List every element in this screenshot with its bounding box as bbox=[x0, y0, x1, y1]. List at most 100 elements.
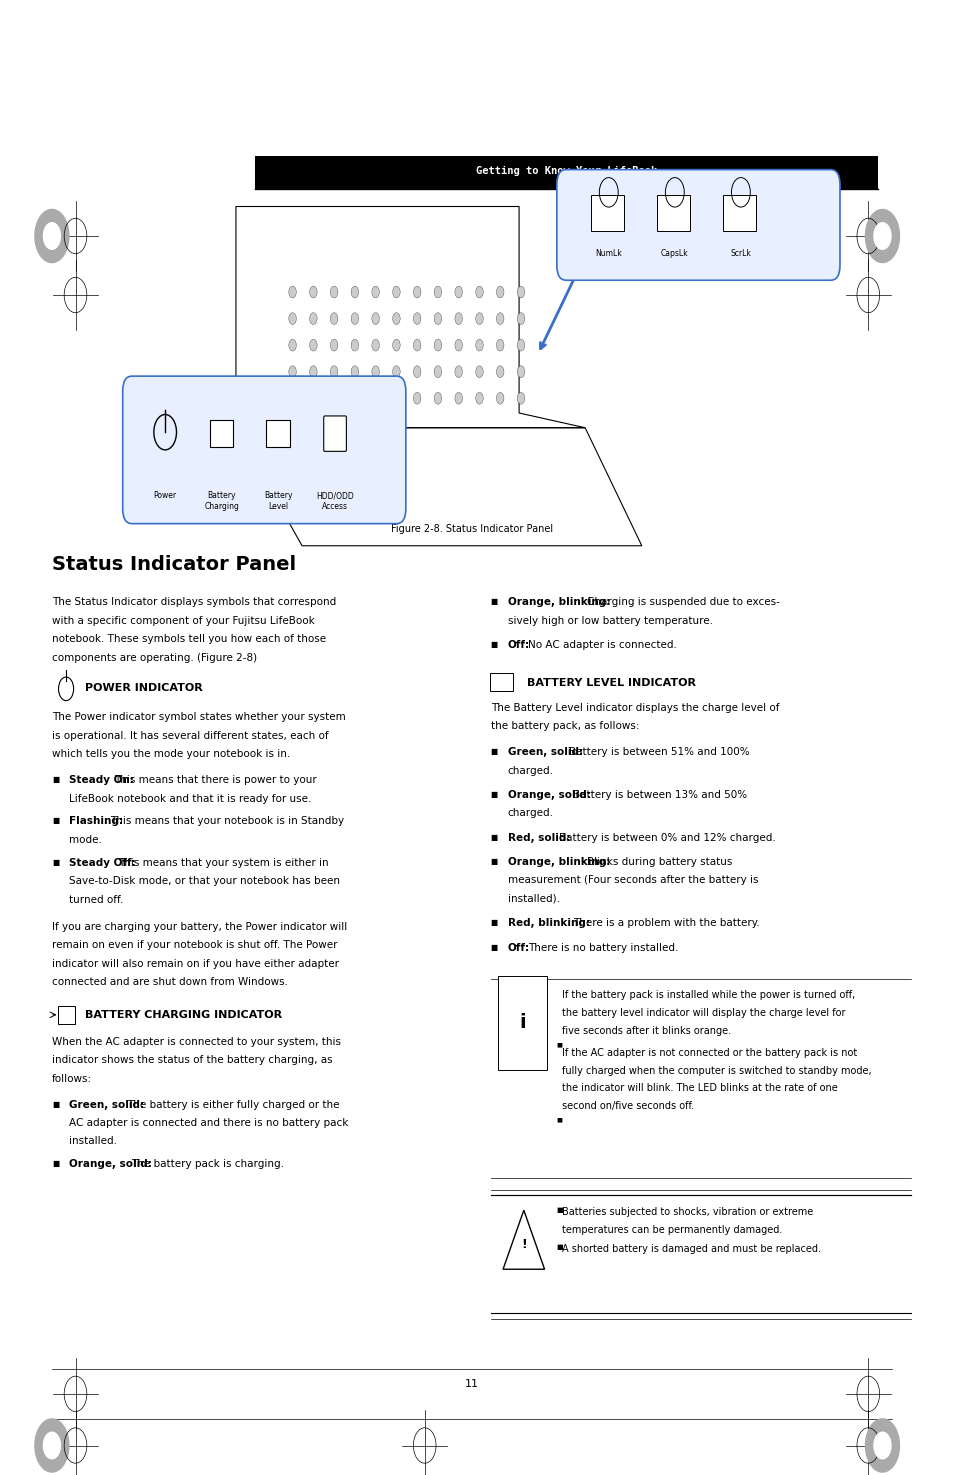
Text: BATTERY CHARGING INDICATOR: BATTERY CHARGING INDICATOR bbox=[85, 1010, 282, 1021]
Text: ■: ■ bbox=[490, 917, 497, 928]
Text: Off:: Off: bbox=[507, 640, 529, 650]
Circle shape bbox=[309, 339, 316, 351]
Text: No AC adapter is connected.: No AC adapter is connected. bbox=[527, 640, 676, 650]
Circle shape bbox=[289, 392, 296, 404]
Text: ScrLk: ScrLk bbox=[730, 249, 751, 258]
Circle shape bbox=[309, 392, 316, 404]
Circle shape bbox=[434, 339, 441, 351]
Circle shape bbox=[393, 366, 399, 378]
Text: follows:: follows: bbox=[51, 1074, 91, 1084]
Circle shape bbox=[517, 339, 524, 351]
Text: Battery is between 51% and 100%: Battery is between 51% and 100% bbox=[568, 746, 748, 757]
Text: sively high or low battery temperature.: sively high or low battery temperature. bbox=[507, 617, 712, 625]
Text: Charging is suspended due to exces-: Charging is suspended due to exces- bbox=[586, 597, 779, 608]
Text: Red, blinking:: Red, blinking: bbox=[507, 917, 589, 928]
Text: The Status Indicator displays symbols that correspond: The Status Indicator displays symbols th… bbox=[51, 597, 335, 608]
Text: There is no battery installed.: There is no battery installed. bbox=[527, 943, 678, 953]
Text: measurement (Four seconds after the battery is: measurement (Four seconds after the batt… bbox=[507, 875, 758, 885]
Text: There is a problem with the battery.: There is a problem with the battery. bbox=[573, 917, 759, 928]
FancyBboxPatch shape bbox=[254, 156, 877, 189]
Circle shape bbox=[330, 339, 337, 351]
Circle shape bbox=[434, 392, 441, 404]
Text: charged.: charged. bbox=[507, 808, 553, 819]
Polygon shape bbox=[44, 223, 60, 249]
Polygon shape bbox=[35, 209, 69, 263]
Text: This means that your notebook is in Standby: This means that your notebook is in Stan… bbox=[110, 816, 344, 826]
Text: ■: ■ bbox=[490, 832, 497, 842]
Text: The battery is either fully charged or the: The battery is either fully charged or t… bbox=[127, 1100, 339, 1109]
Text: ■: ■ bbox=[557, 1245, 563, 1251]
Text: When the AC adapter is connected to your system, this: When the AC adapter is connected to your… bbox=[51, 1037, 340, 1047]
FancyBboxPatch shape bbox=[657, 195, 689, 230]
Circle shape bbox=[330, 392, 337, 404]
Text: HDD/ODD
Access: HDD/ODD Access bbox=[315, 491, 354, 510]
Circle shape bbox=[413, 286, 420, 298]
Text: ■: ■ bbox=[490, 789, 497, 799]
Circle shape bbox=[413, 392, 420, 404]
Text: the battery pack, as follows:: the battery pack, as follows: bbox=[490, 721, 639, 732]
Text: indicator shows the status of the battery charging, as: indicator shows the status of the batter… bbox=[51, 1056, 333, 1065]
Text: Green, solid:: Green, solid: bbox=[507, 746, 582, 757]
Text: Orange, solid:: Orange, solid: bbox=[507, 789, 590, 799]
Circle shape bbox=[496, 286, 503, 298]
Circle shape bbox=[372, 366, 379, 378]
Text: five seconds after it blinks orange.: five seconds after it blinks orange. bbox=[561, 1027, 730, 1035]
Text: temperatures can be permanently damaged.: temperatures can be permanently damaged. bbox=[561, 1224, 781, 1235]
Text: installed).: installed). bbox=[507, 894, 559, 904]
Text: which tells you the mode your notebook is in.: which tells you the mode your notebook i… bbox=[51, 749, 290, 760]
FancyBboxPatch shape bbox=[497, 976, 547, 1071]
Text: Battery
Level: Battery Level bbox=[264, 491, 293, 510]
Polygon shape bbox=[873, 1432, 890, 1459]
FancyBboxPatch shape bbox=[590, 195, 623, 230]
Text: ■: ■ bbox=[557, 1041, 562, 1047]
Circle shape bbox=[309, 313, 316, 324]
Circle shape bbox=[434, 366, 441, 378]
Text: This means that there is power to your: This means that there is power to your bbox=[114, 774, 316, 785]
Text: Battery is between 0% and 12% charged.: Battery is between 0% and 12% charged. bbox=[558, 832, 776, 842]
Polygon shape bbox=[864, 1419, 899, 1472]
Text: ■: ■ bbox=[557, 1207, 563, 1214]
Circle shape bbox=[476, 392, 483, 404]
Circle shape bbox=[330, 286, 337, 298]
Circle shape bbox=[351, 339, 358, 351]
Circle shape bbox=[372, 313, 379, 324]
Text: Blinks during battery status: Blinks during battery status bbox=[586, 857, 731, 867]
Text: Power: Power bbox=[153, 491, 176, 500]
FancyBboxPatch shape bbox=[323, 416, 346, 451]
Circle shape bbox=[434, 313, 441, 324]
Text: The Power indicator symbol states whether your system: The Power indicator symbol states whethe… bbox=[51, 712, 345, 723]
Circle shape bbox=[289, 366, 296, 378]
Circle shape bbox=[434, 286, 441, 298]
Circle shape bbox=[413, 313, 420, 324]
Circle shape bbox=[372, 286, 379, 298]
Text: ■: ■ bbox=[490, 746, 497, 757]
Circle shape bbox=[496, 392, 503, 404]
Circle shape bbox=[393, 339, 399, 351]
Polygon shape bbox=[864, 209, 899, 263]
Text: charged.: charged. bbox=[507, 766, 553, 776]
Circle shape bbox=[517, 313, 524, 324]
Text: Battery
Charging: Battery Charging bbox=[204, 491, 239, 510]
Text: i: i bbox=[519, 1013, 526, 1032]
Text: BATTERY LEVEL INDICATOR: BATTERY LEVEL INDICATOR bbox=[526, 677, 695, 687]
Text: Batteries subjected to shocks, vibration or extreme: Batteries subjected to shocks, vibration… bbox=[561, 1207, 812, 1217]
Circle shape bbox=[455, 339, 462, 351]
Circle shape bbox=[476, 313, 483, 324]
Text: Figure 2-8. Status Indicator Panel: Figure 2-8. Status Indicator Panel bbox=[391, 524, 553, 534]
Circle shape bbox=[455, 366, 462, 378]
Circle shape bbox=[351, 286, 358, 298]
Text: turned off.: turned off. bbox=[69, 894, 123, 904]
Text: NumLk: NumLk bbox=[595, 249, 621, 258]
Circle shape bbox=[517, 366, 524, 378]
Text: the battery level indicator will display the charge level for: the battery level indicator will display… bbox=[561, 1009, 844, 1018]
Text: Orange, solid:: Orange, solid: bbox=[69, 1159, 152, 1170]
FancyBboxPatch shape bbox=[123, 376, 405, 524]
Text: with a specific component of your Fujitsu LifeBook: with a specific component of your Fujits… bbox=[51, 617, 314, 625]
Text: !: ! bbox=[520, 1238, 526, 1251]
Text: fully charged when the computer is switched to standby mode,: fully charged when the computer is switc… bbox=[561, 1065, 870, 1075]
Circle shape bbox=[413, 366, 420, 378]
Circle shape bbox=[476, 286, 483, 298]
Polygon shape bbox=[873, 223, 890, 249]
Text: connected and are shut down from Windows.: connected and are shut down from Windows… bbox=[51, 976, 288, 987]
Circle shape bbox=[496, 339, 503, 351]
